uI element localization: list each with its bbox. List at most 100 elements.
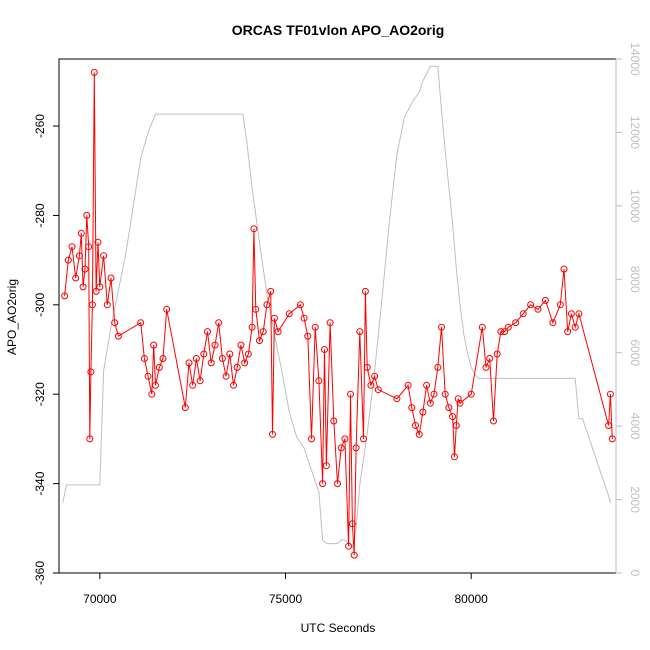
data-point [419,408,427,416]
data-point [330,417,338,425]
data-point [72,274,80,282]
data-point [512,319,520,327]
data-point [263,301,271,309]
data-point [560,265,568,273]
x-axis-label: UTC Seconds [301,621,376,635]
data-point [345,542,353,550]
data-point [81,265,89,273]
data-point [356,328,364,336]
data-point [137,319,145,327]
data-point [326,319,334,327]
apo-series [61,68,616,559]
data-point [111,319,119,327]
data-point [334,480,341,488]
data-point [415,430,423,438]
data-point [144,372,152,380]
data-point [68,243,76,251]
right-tick-label: 10000 [628,189,642,223]
data-point [215,319,223,327]
data-point [64,256,72,264]
y-tick-label: -320 [33,382,47,406]
altitude-series [62,65,611,549]
data-point [445,404,453,412]
altitude-line [62,65,611,549]
y-tick-label: -260 [33,114,47,138]
data-point [423,381,431,389]
data-point [300,314,308,322]
right-tick-label: 8000 [628,266,642,293]
data-point [163,305,171,313]
data-point [606,390,614,398]
data-point [482,363,490,371]
data-point [150,341,158,349]
data-point [341,435,349,443]
data-point [549,319,557,327]
data-point [454,395,462,403]
data-point [77,229,85,237]
data-point [304,332,312,340]
data-point [308,435,315,443]
chart-title: ORCAS TF01vlon APO_AO2orig [232,22,445,38]
data-point [185,359,193,367]
x-tick-label: 70000 [83,592,117,606]
data-point [159,355,167,362]
data-point [519,310,527,318]
right-tick-label: 4000 [628,413,642,440]
data-point [490,417,497,425]
data-point [200,350,208,358]
data-point [352,444,360,452]
data-point [363,363,371,371]
data-point [493,350,501,358]
data-point [211,341,219,349]
data-point [467,390,475,398]
right-tick-label: 14000 [628,42,642,76]
data-point [155,363,163,371]
data-point [441,390,449,398]
data-point [426,399,434,407]
data-point [248,323,256,331]
right-tick-label: 6000 [628,339,642,366]
data-point [86,435,94,443]
data-point [189,381,197,389]
x-tick-label: 75000 [269,592,303,606]
data-point [222,372,230,380]
y-axis: -360 -340 -320 -300 -280 -260 [33,114,60,585]
data-point [296,301,304,309]
data-point [438,323,445,331]
data-point [83,211,91,219]
data-point [564,328,572,336]
data-point [61,292,69,300]
data-point [527,301,535,309]
data-point [79,283,87,291]
data-point [486,355,494,362]
data-point [85,243,93,251]
data-point [361,287,369,295]
data-point [90,68,98,76]
y-tick-label: -360 [33,561,47,585]
data-point [367,381,375,389]
data-point [226,350,234,358]
y-tick-label: -340 [33,471,47,495]
data-point [571,323,579,331]
data-point [152,381,159,389]
data-point [347,390,354,398]
data-point [103,301,111,309]
data-point [100,252,108,260]
data-point [478,323,486,331]
data-point [412,422,419,429]
data-point [256,337,263,345]
data-point [96,283,104,291]
data-point [75,252,83,260]
data-point [605,422,613,429]
data-point [88,301,96,309]
y-tick-label: -300 [33,292,47,316]
data-point [92,287,100,295]
x-axis: 70000 75000 80000 [83,572,488,606]
data-point [140,355,148,362]
data-point [285,310,293,318]
data-point [87,368,95,376]
data-point [252,305,260,313]
data-point [250,225,258,233]
data-point [114,332,122,340]
